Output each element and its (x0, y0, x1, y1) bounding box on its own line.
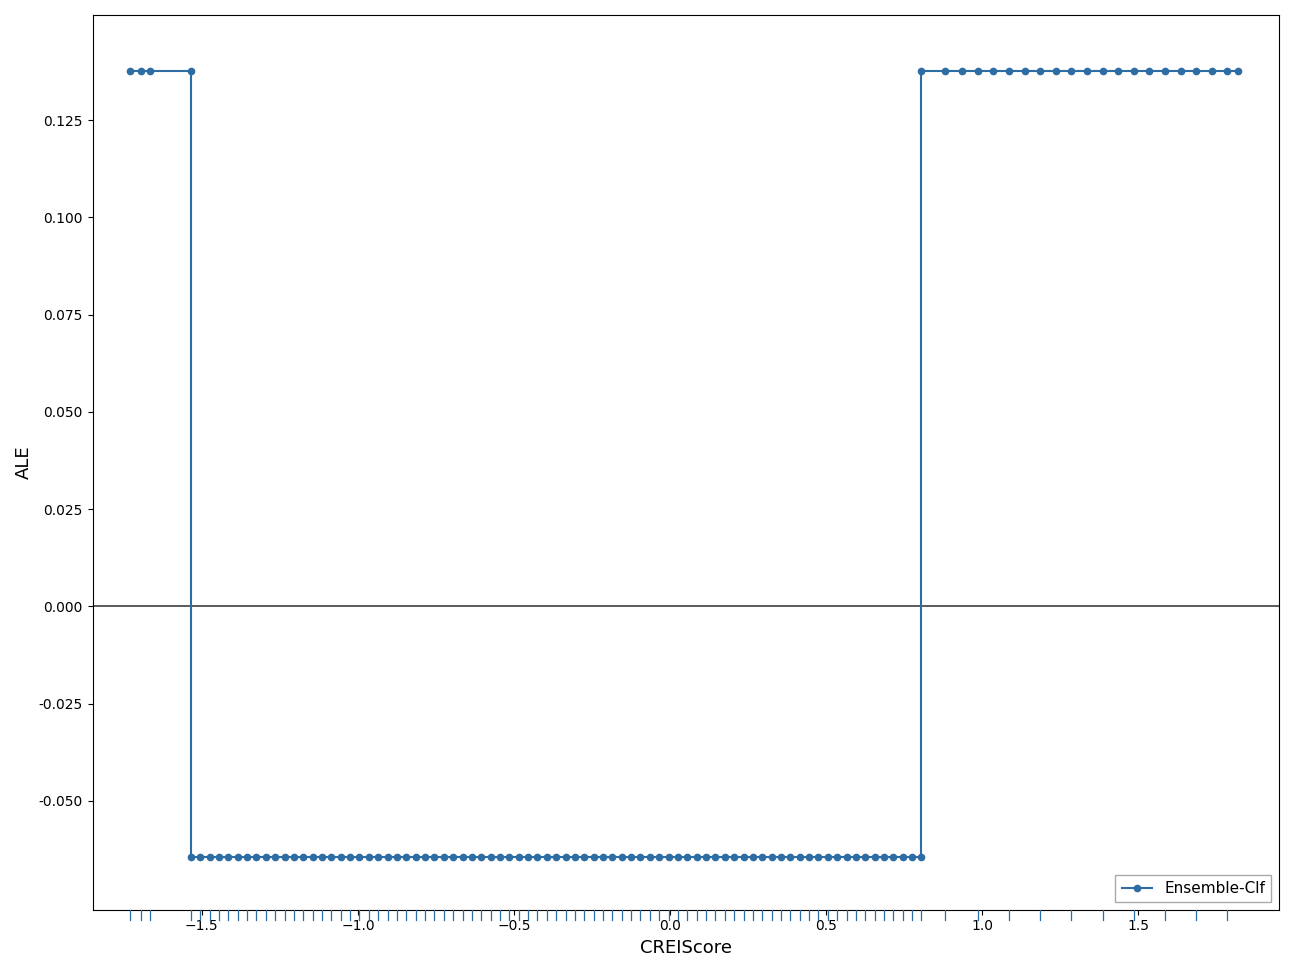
Ensemble-Clf (184, 851, 199, 863)
X-axis label: CREIScore: CREIScore (639, 939, 732, 957)
Line: Ensemble-Clf: Ensemble-Clf (127, 68, 1241, 860)
Y-axis label: ALE: ALE (16, 445, 34, 479)
Ensemble-Clf (122, 65, 137, 77)
Ensemble-Clf (1188, 65, 1203, 77)
Ensemble-Clf (1110, 65, 1126, 77)
Ensemble-Clf (633, 851, 648, 863)
Legend: Ensemble-Clf: Ensemble-Clf (1115, 875, 1272, 902)
Ensemble-Clf (436, 851, 452, 863)
Ensemble-Clf (184, 65, 199, 77)
Ensemble-Clf (399, 851, 414, 863)
Ensemble-Clf (1231, 65, 1246, 77)
